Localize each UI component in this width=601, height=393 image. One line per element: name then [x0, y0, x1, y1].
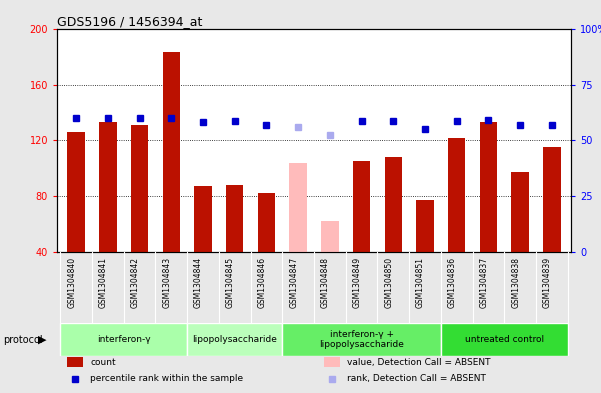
Text: GSM1304841: GSM1304841 [99, 257, 108, 309]
Text: GSM1304840: GSM1304840 [67, 257, 76, 309]
Bar [353, 161, 370, 252]
Text: GSM1304844: GSM1304844 [194, 257, 203, 309]
Text: GSM1304839: GSM1304839 [543, 257, 552, 309]
Text: GSM1304843: GSM1304843 [162, 257, 171, 309]
Text: GSM1304846: GSM1304846 [257, 257, 266, 309]
Bar [325, 357, 340, 367]
Bar [67, 357, 83, 367]
Bar [448, 138, 466, 252]
Text: value, Detection Call = ABSENT: value, Detection Call = ABSENT [347, 358, 491, 367]
Bar [162, 51, 180, 252]
Text: interferon-γ: interferon-γ [97, 335, 150, 344]
Text: GSM1304838: GSM1304838 [511, 257, 520, 309]
Bar [258, 193, 275, 252]
Text: ▶: ▶ [38, 334, 46, 345]
Bar [441, 323, 568, 356]
Text: count: count [91, 358, 116, 367]
Text: GSM1304845: GSM1304845 [226, 257, 235, 309]
Bar [543, 147, 561, 252]
Bar [321, 221, 338, 252]
Text: untreated control: untreated control [465, 335, 544, 344]
Bar [290, 163, 307, 252]
Text: GSM1304842: GSM1304842 [130, 257, 139, 309]
Bar [99, 123, 117, 252]
Bar [282, 323, 441, 356]
Bar [385, 157, 402, 252]
Text: GDS5196 / 1456394_at: GDS5196 / 1456394_at [57, 15, 203, 28]
Bar [226, 185, 243, 252]
Bar [187, 323, 282, 356]
Bar [67, 132, 85, 252]
Text: percentile rank within the sample: percentile rank within the sample [91, 374, 243, 383]
Text: GSM1304847: GSM1304847 [289, 257, 298, 309]
Text: GSM1304848: GSM1304848 [321, 257, 330, 309]
Bar [60, 323, 187, 356]
Text: GSM1304837: GSM1304837 [480, 257, 489, 309]
Bar [511, 173, 529, 252]
Text: interferon-γ +
lipopolysaccharide: interferon-γ + lipopolysaccharide [319, 330, 404, 349]
Text: GSM1304851: GSM1304851 [416, 257, 425, 309]
Text: GSM1304836: GSM1304836 [448, 257, 457, 309]
Text: protocol: protocol [3, 334, 43, 345]
Text: rank, Detection Call = ABSENT: rank, Detection Call = ABSENT [347, 374, 486, 383]
Text: GSM1304850: GSM1304850 [384, 257, 393, 309]
Bar [480, 123, 497, 252]
Text: GSM1304849: GSM1304849 [353, 257, 362, 309]
Bar [194, 186, 212, 252]
Text: lipopolysaccharide: lipopolysaccharide [192, 335, 277, 344]
Bar [131, 125, 148, 252]
Bar [416, 200, 434, 252]
